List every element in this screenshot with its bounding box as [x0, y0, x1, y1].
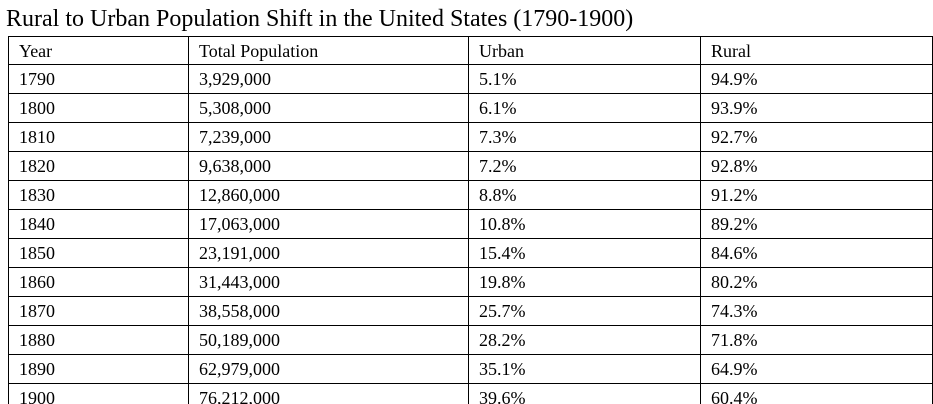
urban-cell: 19.8%: [468, 267, 701, 297]
rural-cell: 92.7%: [700, 122, 933, 152]
table-row: 1840 17,063,000 10.8% 89.2%: [8, 209, 933, 239]
total-population-cell: 5,308,000: [188, 93, 469, 123]
table-row: 1850 23,191,000 15.4% 84.6%: [8, 238, 933, 268]
total-population-cell: 50,189,000: [188, 325, 469, 355]
total-population-cell: 23,191,000: [188, 238, 469, 268]
total-population-cell: 7,239,000: [188, 122, 469, 152]
rural-cell: 71.8%: [700, 325, 933, 355]
year-cell: 1900: [8, 383, 189, 404]
header-urban: Urban: [468, 36, 701, 65]
year-cell: 1820: [8, 151, 189, 181]
year-cell: 1870: [8, 296, 189, 326]
table-row: 1860 31,443,000 19.8% 80.2%: [8, 267, 933, 297]
rural-cell: 84.6%: [700, 238, 933, 268]
year-cell: 1810: [8, 122, 189, 152]
urban-cell: 39.6%: [468, 383, 701, 404]
rural-cell: 89.2%: [700, 209, 933, 239]
rural-cell: 64.9%: [700, 354, 933, 384]
total-population-cell: 31,443,000: [188, 267, 469, 297]
urban-cell: 6.1%: [468, 93, 701, 123]
urban-cell: 7.3%: [468, 122, 701, 152]
header-rural: Rural: [700, 36, 933, 65]
rural-cell: 91.2%: [700, 180, 933, 210]
rural-cell: 74.3%: [700, 296, 933, 326]
header-year: Year: [8, 36, 189, 65]
total-population-cell: 9,638,000: [188, 151, 469, 181]
year-cell: 1880: [8, 325, 189, 355]
year-cell: 1890: [8, 354, 189, 384]
urban-cell: 5.1%: [468, 64, 701, 94]
total-population-cell: 12,860,000: [188, 180, 469, 210]
table-title: Rural to Urban Population Shift in the U…: [6, 6, 634, 32]
header-row: Year Total Population Urban Rural: [8, 36, 933, 65]
rural-cell: 60.4%: [700, 383, 933, 404]
total-population-cell: 17,063,000: [188, 209, 469, 239]
table-row: 1890 62,979,000 35.1% 64.9%: [8, 354, 933, 384]
table-row: 1790 3,929,000 5.1% 94.9%: [8, 64, 933, 94]
table-row: 1880 50,189,000 28.2% 71.8%: [8, 325, 933, 355]
urban-cell: 35.1%: [468, 354, 701, 384]
total-population-cell: 76,212,000: [188, 383, 469, 404]
table-row: 1800 5,308,000 6.1% 93.9%: [8, 93, 933, 123]
total-population-cell: 38,558,000: [188, 296, 469, 326]
year-cell: 1860: [8, 267, 189, 297]
total-population-cell: 62,979,000: [188, 354, 469, 384]
total-population-cell: 3,929,000: [188, 64, 469, 94]
year-cell: 1850: [8, 238, 189, 268]
year-cell: 1830: [8, 180, 189, 210]
table-row: 1830 12,860,000 8.8% 91.2%: [8, 180, 933, 210]
urban-cell: 28.2%: [468, 325, 701, 355]
table-row: 1820 9,638,000 7.2% 92.8%: [8, 151, 933, 181]
year-cell: 1790: [8, 64, 189, 94]
year-cell: 1800: [8, 93, 189, 123]
table-row: 1900 76,212,000 39.6% 60.4%: [8, 383, 933, 404]
table-row: 1810 7,239,000 7.3% 92.7%: [8, 122, 933, 152]
rural-cell: 92.8%: [700, 151, 933, 181]
header-total-population: Total Population: [188, 36, 469, 65]
urban-cell: 7.2%: [468, 151, 701, 181]
urban-cell: 15.4%: [468, 238, 701, 268]
urban-cell: 25.7%: [468, 296, 701, 326]
rural-cell: 80.2%: [700, 267, 933, 297]
urban-cell: 10.8%: [468, 209, 701, 239]
rural-cell: 93.9%: [700, 93, 933, 123]
year-cell: 1840: [8, 209, 189, 239]
urban-cell: 8.8%: [468, 180, 701, 210]
table-row: 1870 38,558,000 25.7% 74.3%: [8, 296, 933, 326]
rural-cell: 94.9%: [700, 64, 933, 94]
population-table: Year Total Population Urban Rural 1790 3…: [8, 36, 933, 404]
